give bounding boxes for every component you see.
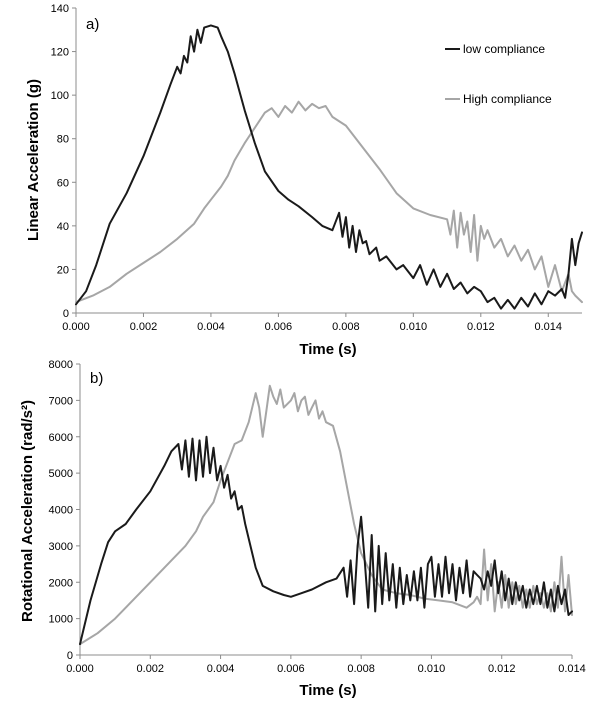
x-tick-label: 0.006 (265, 321, 293, 333)
x-tick-label: 0.010 (400, 321, 428, 333)
y-tick-label: 140 (51, 3, 69, 15)
low-compliance-line (75, 24, 583, 310)
x-tick-label: 0.000 (62, 321, 90, 333)
high-compliance-line (75, 100, 583, 304)
panel-a-label: a) (86, 16, 99, 33)
x-tick-label: 0.012 (488, 663, 516, 675)
y-tick-label: 8000 (49, 359, 73, 371)
x-tick-label: 0.002 (130, 321, 158, 333)
panel-b-y-title: Rotational Acceleration (rad/s²) (19, 400, 36, 622)
y-tick-label: 0 (67, 650, 73, 662)
panel-a-plot (75, 24, 583, 310)
x-tick-label: 0.014 (535, 321, 563, 333)
panel-a-y-axis: 0 20 40 60 80 100 120 140 (51, 3, 77, 320)
panel-b-y-axis: 0 1000 2000 3000 4000 5000 6000 7000 8000 (49, 359, 81, 662)
y-tick-label: 3000 (49, 541, 73, 553)
y-tick-label: 2000 (49, 577, 73, 589)
low-compliance-line (79, 435, 573, 646)
y-tick-label: 7000 (49, 395, 73, 407)
high-compliance-line (79, 384, 573, 646)
x-tick-label: 0.010 (418, 663, 446, 675)
x-tick-label: 0.004 (207, 663, 235, 675)
legend-low-compliance-label: low compliance (463, 42, 545, 56)
x-tick-label: 0.008 (332, 321, 360, 333)
y-tick-label: 20 (57, 264, 69, 276)
y-tick-label: 80 (57, 134, 69, 146)
y-tick-label: 4000 (49, 505, 73, 517)
y-tick-label: 60 (57, 177, 69, 189)
y-tick-label: 120 (51, 47, 69, 59)
x-tick-label: 0.006 (277, 663, 305, 675)
y-tick-label: 40 (57, 221, 69, 233)
y-tick-label: 5000 (49, 468, 73, 480)
x-tick-label: 0.008 (347, 663, 375, 675)
panel-b-label: b) (90, 370, 103, 387)
x-tick-label: 0.014 (558, 663, 586, 675)
panel-a-legend: low compliance High compliance (445, 42, 552, 106)
panel-a-y-title: Linear Acceleration (g) (25, 79, 42, 241)
panel-a-x-axis: 0.000 0.002 0.004 0.006 0.008 0.010 0.012 0.014 (62, 312, 582, 333)
x-tick-label: 0.002 (137, 663, 165, 675)
panel-b-plot (79, 384, 573, 646)
y-tick-label: 100 (51, 90, 69, 102)
legend-high-compliance-label: High compliance (463, 92, 552, 106)
y-tick-label: 1000 (49, 614, 73, 626)
y-tick-label: 0 (63, 308, 69, 320)
panel-a-x-title: Time (s) (299, 341, 356, 358)
x-tick-label: 0.000 (66, 663, 94, 675)
y-tick-label: 6000 (49, 432, 73, 444)
panel-b-x-axis: 0.000 0.002 0.004 0.006 0.008 0.010 0.012 0.014 (66, 654, 586, 675)
panel-b-x-title: Time (s) (299, 682, 356, 699)
x-tick-label: 0.004 (197, 321, 225, 333)
x-tick-label: 0.012 (467, 321, 495, 333)
